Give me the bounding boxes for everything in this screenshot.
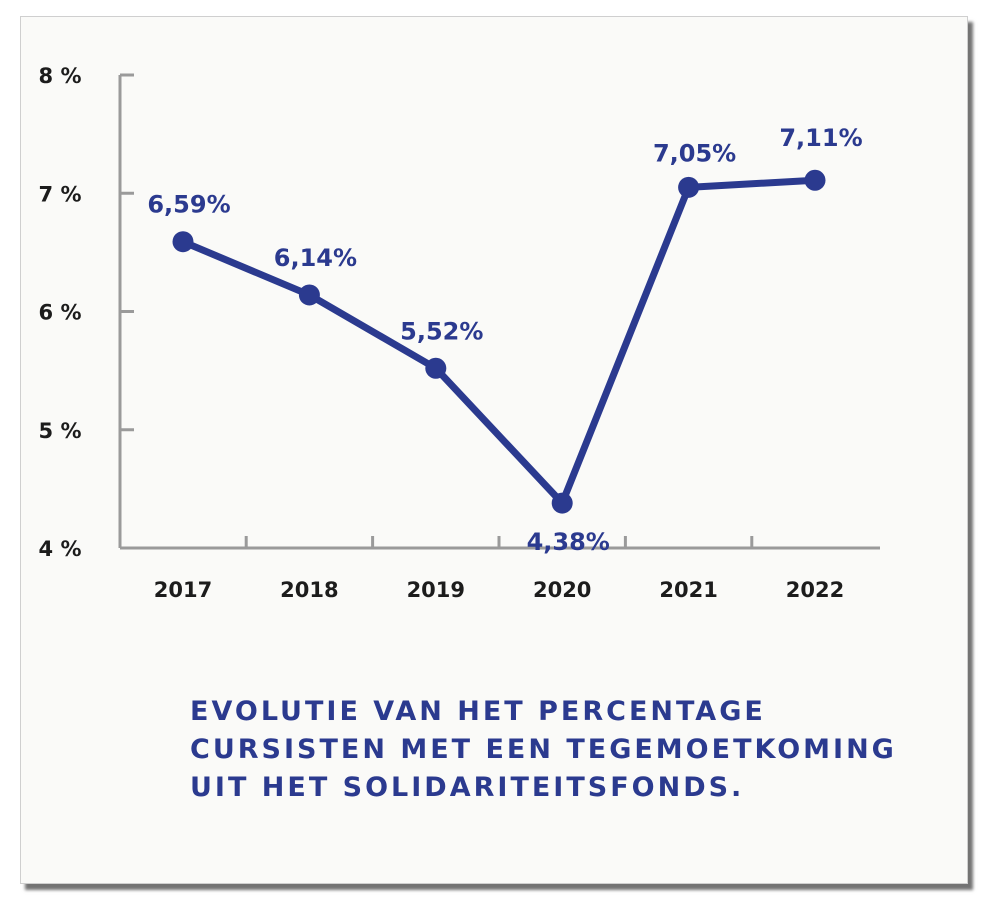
chart-caption: EVOLUTIE VAN HET PERCENTAGE CURSISTEN ME… — [190, 693, 930, 807]
series-line — [179, 176, 819, 507]
y-tick-label: 7 % — [39, 182, 82, 206]
x-tick-label: 2021 — [659, 578, 717, 602]
x-tick-label: 2022 — [786, 578, 844, 602]
x-tick-label: 2020 — [533, 578, 591, 602]
data-label: 6,59% — [147, 191, 230, 219]
y-tick-label: 6 % — [39, 301, 82, 325]
data-label: 4,38% — [527, 528, 610, 556]
x-tick-label: 2019 — [407, 578, 465, 602]
figure-card — [20, 16, 968, 884]
y-tick-label: 8 % — [39, 64, 82, 88]
x-tick-label: 2017 — [154, 578, 212, 602]
caption-line-3: UIT HET SOLIDARITEITSFONDS. — [190, 772, 745, 803]
data-point — [678, 176, 700, 198]
caption-line-2: CURSISTEN MET EEN TEGEMOETKOMING — [190, 734, 897, 765]
data-point — [172, 231, 194, 253]
data-point — [298, 284, 320, 306]
y-tick-label: 5 % — [39, 419, 82, 443]
data-point — [425, 357, 447, 379]
data-label: 5,52% — [400, 317, 483, 345]
y-tick-label: 4 % — [39, 537, 82, 561]
data-point — [804, 169, 826, 191]
data-label: 6,14% — [274, 244, 357, 272]
data-point — [551, 492, 573, 514]
caption-line-1: EVOLUTIE VAN HET PERCENTAGE — [190, 696, 766, 727]
data-label: 7,05% — [653, 139, 736, 167]
x-tick-label: 2018 — [280, 578, 338, 602]
data-label: 7,11% — [779, 124, 862, 152]
